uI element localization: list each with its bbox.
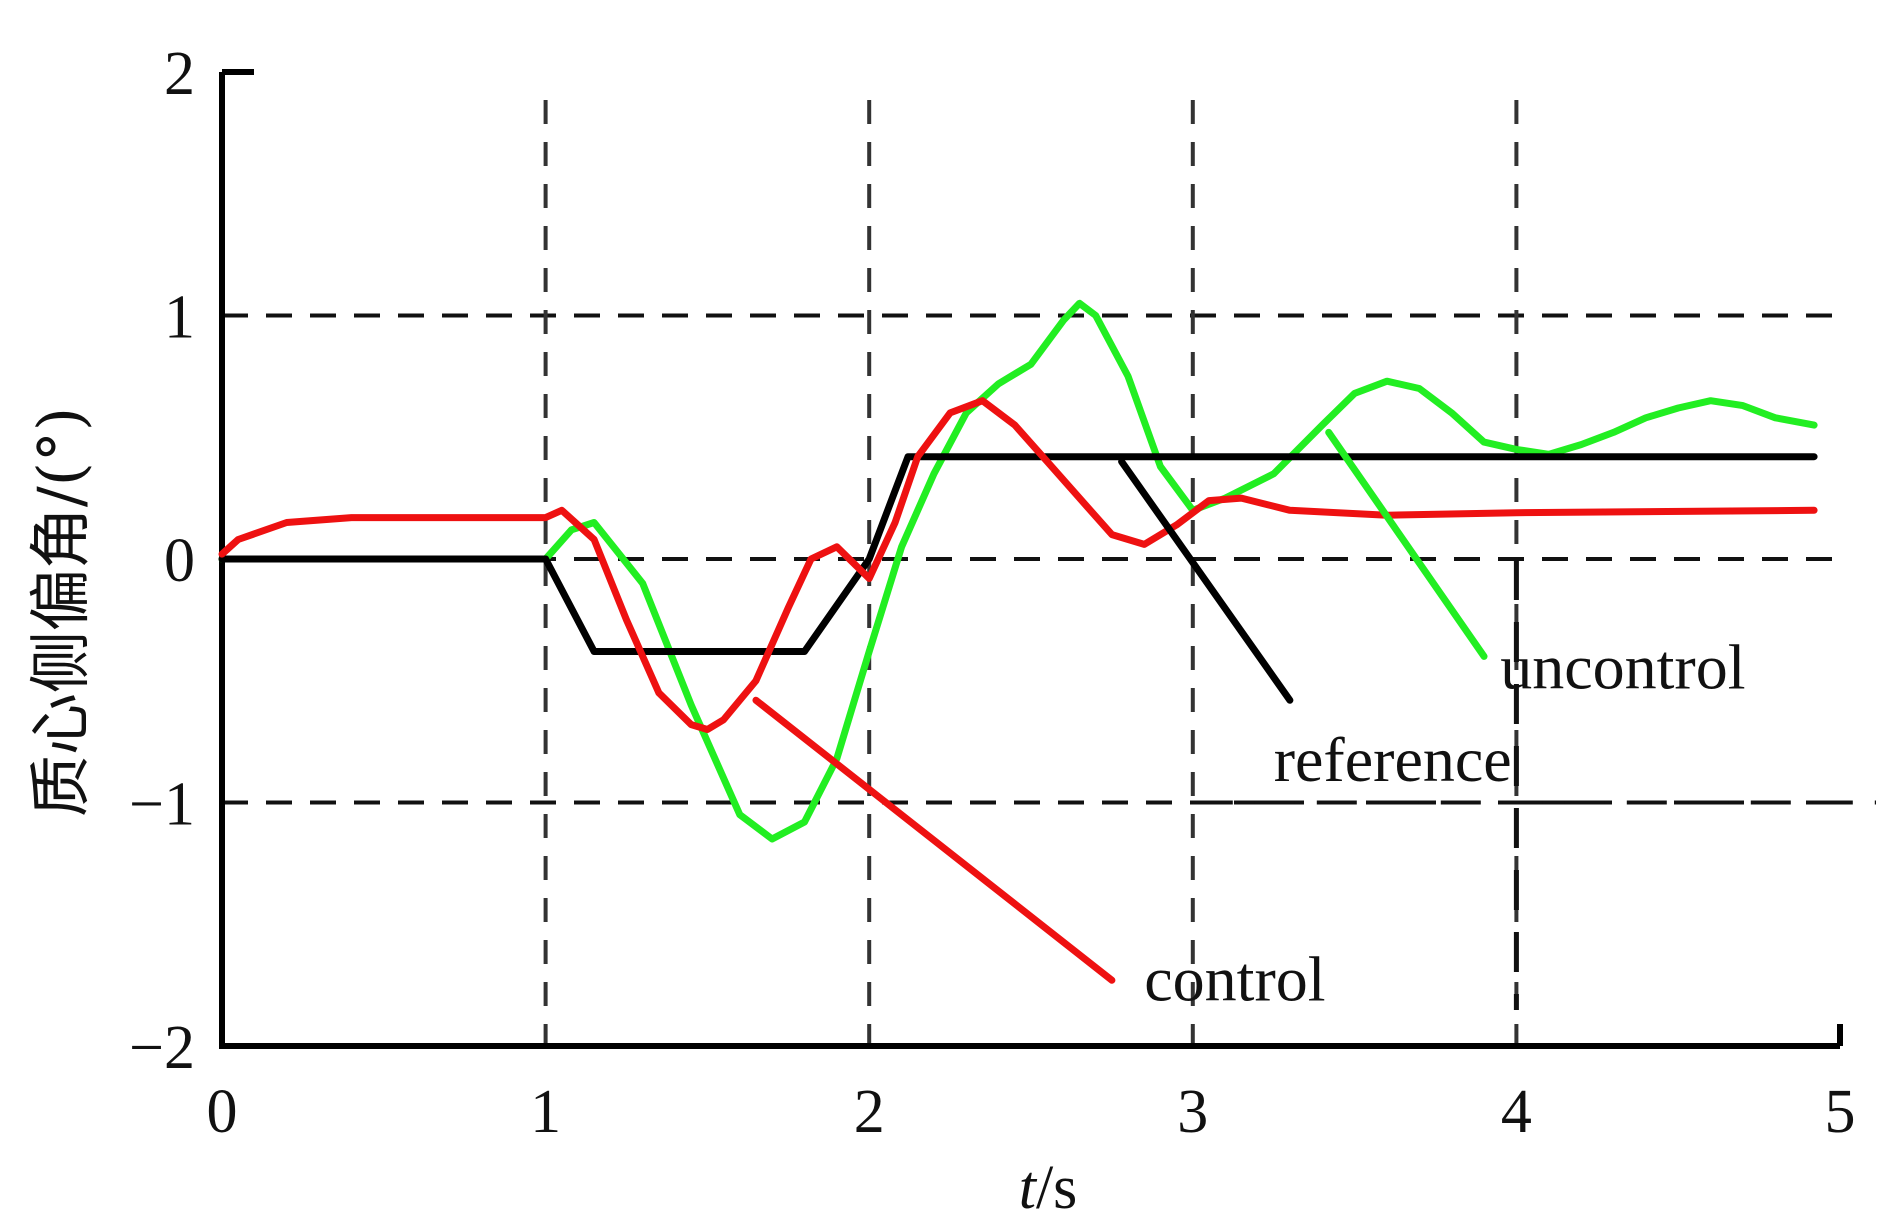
y-tick-label: −1 xyxy=(129,771,195,839)
y-tick-label: 2 xyxy=(164,40,195,108)
x-tick-label: 3 xyxy=(1177,1078,1208,1146)
annotation-leader-uncontrol xyxy=(1325,428,1488,660)
y-tick-label: −2 xyxy=(129,1014,195,1082)
annotation-label-uncontrol: uncontrol xyxy=(1500,632,1745,703)
x-axis-title-var: t xyxy=(1019,1154,1038,1222)
x-tick-label: 2 xyxy=(854,1078,885,1146)
grid-lines xyxy=(222,100,1876,1046)
series-lines xyxy=(218,299,1818,843)
annotation-leader-reference xyxy=(1118,458,1294,704)
y-tick-label: 1 xyxy=(164,284,195,352)
annotation-label-reference: reference xyxy=(1274,724,1512,795)
annotations: control reference uncontrol xyxy=(752,428,1746,1014)
x-axis-title: t/s xyxy=(1019,1154,1078,1222)
y-axis-title: 质心侧偏角/(°) xyxy=(24,407,97,817)
x-tick-label: 4 xyxy=(1501,1078,1532,1146)
x-tick-label: 5 xyxy=(1825,1078,1856,1146)
x-tick-label: 1 xyxy=(530,1078,561,1146)
annotation-label-control: control xyxy=(1144,943,1325,1014)
y-tick-label: 0 xyxy=(164,527,195,595)
series-line-uncontrol xyxy=(218,299,1818,843)
tick-labels: 210−1−20 1 2 3 4 5 xyxy=(129,40,1855,1146)
annotation-leader-control xyxy=(752,696,1116,984)
x-tick-label: 0 xyxy=(207,1078,238,1146)
x-axis-title-unit: /s xyxy=(1036,1154,1077,1222)
series-line-control xyxy=(218,397,1818,733)
series-line-reference xyxy=(218,453,1818,655)
